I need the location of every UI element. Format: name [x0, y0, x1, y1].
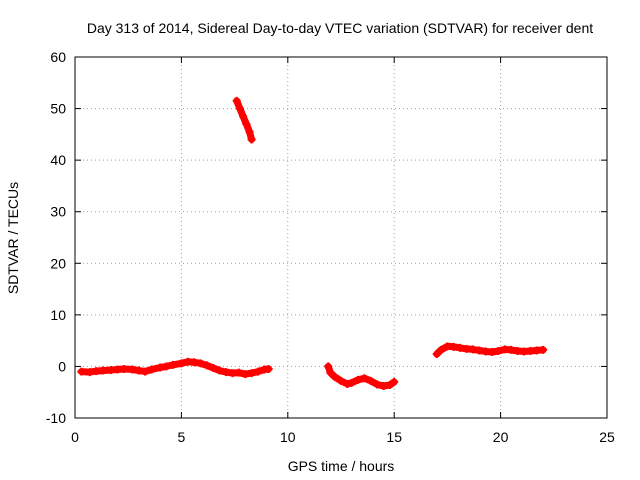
data-point: [215, 366, 224, 375]
x-axis-label: GPS time / hours: [288, 458, 395, 474]
data-point: [156, 363, 165, 372]
series-segment-3: [324, 362, 399, 391]
series-segment-2: [232, 96, 256, 144]
x-tick-label: 15: [386, 429, 402, 445]
y-tick-label: -10: [46, 410, 66, 426]
data-point: [494, 346, 503, 355]
data-point: [247, 369, 256, 378]
data-point: [437, 345, 446, 354]
grid-lines: [75, 57, 607, 418]
data-point: [390, 377, 399, 386]
data-point: [456, 343, 465, 352]
data-point: [488, 347, 497, 356]
data-point: [379, 382, 388, 391]
data-point: [373, 380, 382, 389]
data-point: [147, 365, 156, 374]
data-point: [234, 368, 243, 377]
data-point: [168, 360, 177, 369]
data-point: [326, 368, 335, 377]
data-point: [432, 350, 441, 359]
data-point: [330, 372, 339, 381]
y-tick-label: 0: [58, 358, 66, 374]
data-point: [128, 365, 137, 374]
data-point: [98, 366, 107, 375]
data-point: [324, 362, 333, 371]
data-point: [468, 345, 477, 354]
y-tick-label: 50: [50, 101, 66, 117]
data-point: [245, 127, 254, 136]
data-point: [385, 380, 394, 389]
data-point: [354, 375, 363, 384]
data-point: [366, 376, 375, 385]
data-point: [134, 366, 143, 375]
data-point: [254, 367, 263, 376]
data-point: [190, 358, 199, 367]
data-point: [222, 368, 231, 377]
y-tick-labels: -10 0 10 20 30 40 50 60: [46, 49, 66, 426]
y-axis-label: SDTVAR / TECUs: [5, 182, 21, 294]
data-point: [85, 368, 94, 377]
y-tick-label: 20: [50, 255, 66, 271]
axis-ticks: [74, 56, 608, 419]
data-point: [162, 362, 171, 371]
data-point: [347, 378, 356, 387]
y-tick-label: 60: [50, 49, 66, 65]
series-segment-1: [77, 357, 273, 379]
data-point: [247, 135, 256, 144]
y-tick-label: 30: [50, 204, 66, 220]
x-tick-label: 20: [493, 429, 509, 445]
data-point: [141, 367, 150, 376]
y-tick-label: 40: [50, 152, 66, 168]
data-point: [177, 359, 186, 368]
data-point: [77, 367, 86, 376]
data-point: [449, 342, 458, 351]
data-point: [235, 104, 244, 113]
series-segment-4: [432, 342, 548, 359]
plot-frame: [74, 56, 608, 419]
data-point: [119, 365, 128, 374]
data-point: [239, 112, 248, 121]
data-point: [242, 120, 251, 129]
x-tick-labels: 0 5 10 15 20 25: [71, 429, 615, 445]
data-point: [507, 345, 516, 354]
data-point: [241, 370, 250, 379]
data-point: [475, 346, 484, 355]
data-point: [232, 96, 241, 105]
y-tick-label: 10: [50, 307, 66, 323]
data-point: [337, 376, 345, 385]
x-tick-label: 5: [178, 429, 186, 445]
data-point: [264, 365, 273, 374]
data-point: [196, 359, 205, 368]
x-tick-label: 0: [71, 429, 79, 445]
data-point: [209, 363, 218, 372]
x-tick-label: 25: [599, 429, 615, 445]
data-point: [343, 379, 352, 388]
data-series: [77, 96, 548, 391]
data-point: [360, 374, 369, 383]
x-tick-label: 10: [280, 429, 296, 445]
chart-title: Day 313 of 2014, Sidereal Day-to-day VTE…: [87, 20, 593, 36]
data-point: [202, 361, 211, 370]
data-point: [539, 345, 548, 354]
